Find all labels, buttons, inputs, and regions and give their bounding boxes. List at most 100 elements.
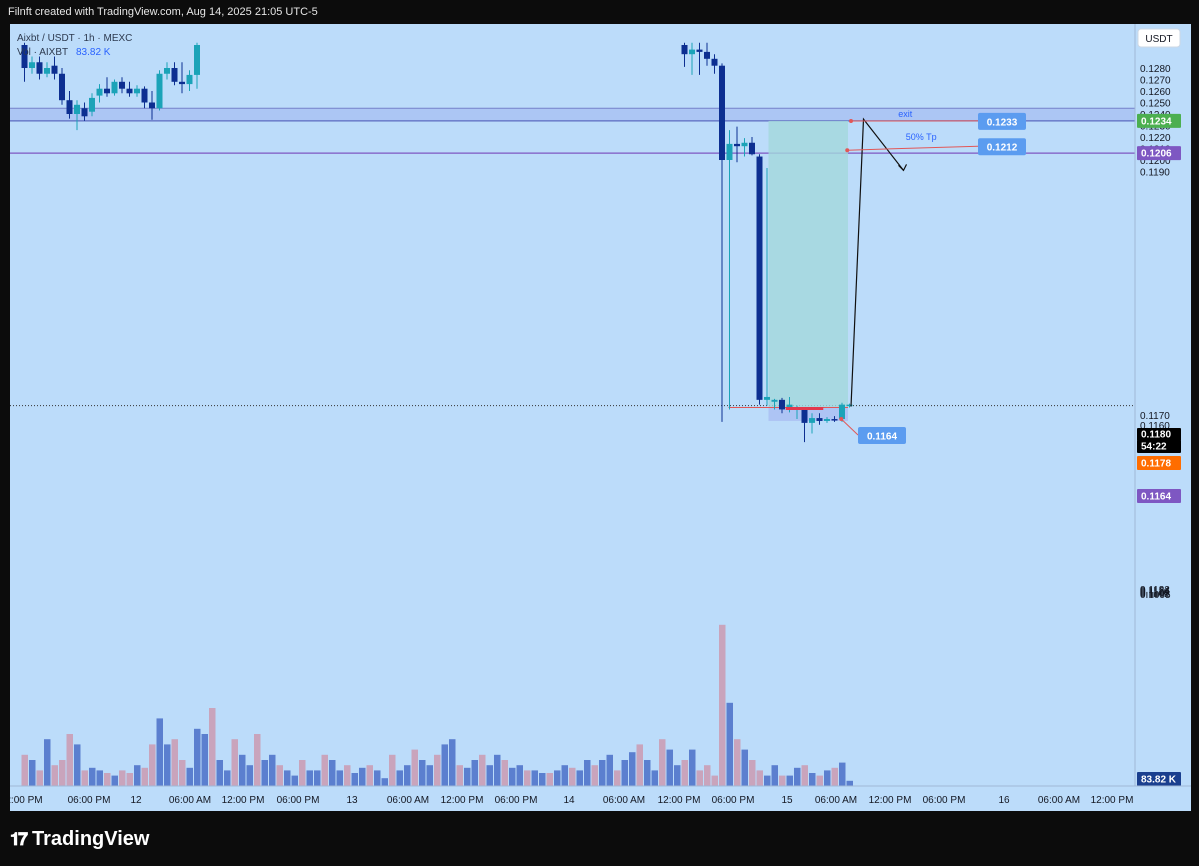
time-tick: 12:00 PM: [658, 795, 701, 806]
candle-body[interactable]: [164, 68, 170, 74]
candle-body[interactable]: [719, 65, 725, 160]
price-badge-4[interactable]: [1137, 456, 1181, 470]
candle-body[interactable]: [134, 88, 140, 94]
candle-body[interactable]: [171, 68, 178, 82]
candle-body[interactable]: [689, 49, 695, 55]
candle-body[interactable]: [149, 102, 155, 109]
take-profit-zone[interactable]: [768, 120, 849, 408]
candle-body[interactable]: [89, 97, 95, 112]
projection-path[interactable]: [850, 117, 904, 407]
volume-bar: [441, 744, 448, 786]
volume-bar: [494, 754, 501, 786]
callout-badge-2[interactable]: [858, 426, 906, 444]
legend-symbol[interactable]: Aixbt / USDT · 1h · MEXC: [17, 33, 132, 44]
candle-body[interactable]: [194, 45, 200, 75]
volume-bar: [59, 760, 66, 786]
candle-body[interactable]: [681, 45, 688, 55]
candle-body[interactable]: [104, 88, 110, 94]
candle-body[interactable]: [96, 88, 103, 96]
candle-body[interactable]: [809, 418, 815, 423]
volume-bar: [516, 765, 523, 786]
candle-body[interactable]: [74, 104, 80, 114]
price-badge-2[interactable]: [1137, 428, 1181, 441]
exit-label[interactable]: exit: [898, 109, 913, 119]
candle-body[interactable]: [824, 419, 830, 421]
callout-badge-0[interactable]: [978, 112, 1026, 130]
candle-body[interactable]: [756, 156, 763, 400]
price-badge-0[interactable]: [1137, 113, 1181, 128]
chart-frame[interactable]: exit 50% Tp 0.1233 0.1212 0.1164 USDT 0.1280 0…: [5, 24, 1191, 811]
time-tick: 16: [998, 795, 1010, 806]
candle-body[interactable]: [141, 88, 148, 103]
candle-body[interactable]: [771, 399, 778, 402]
volume-bar: [329, 760, 336, 786]
volume-bar: [809, 773, 816, 786]
candle-body[interactable]: [846, 404, 853, 407]
volume-bar: [711, 775, 718, 786]
candle-body[interactable]: [29, 62, 35, 68]
price-badge-3[interactable]: [1137, 440, 1181, 453]
candle-body[interactable]: [126, 88, 133, 94]
candle-body[interactable]: [839, 404, 845, 420]
price-axis: USDT0.12800.12700.12600.12500.12400.1230…: [1134, 24, 1191, 811]
volume-bar: [524, 770, 531, 786]
candle-body[interactable]: [734, 143, 740, 147]
candle-body[interactable]: [779, 399, 785, 410]
candle-body[interactable]: [726, 143, 733, 160]
volume-bar: [561, 765, 568, 786]
price-tick: 0.1132: [1140, 585, 1170, 596]
candle-body[interactable]: [21, 45, 28, 68]
candle-body[interactable]: [51, 65, 58, 74]
stop-loss-zone[interactable]: [768, 407, 849, 421]
price-badge-5[interactable]: [1137, 489, 1181, 503]
candle-body[interactable]: [156, 73, 163, 109]
volume-bar: [51, 765, 58, 786]
candle-body[interactable]: [179, 81, 185, 85]
price-tick: 0.1095: [1140, 590, 1171, 601]
candle-body[interactable]: [764, 396, 770, 400]
candle-body[interactable]: [119, 81, 125, 89]
volume-bar: [404, 765, 411, 786]
volume-bar: [231, 739, 238, 786]
candle-body[interactable]: [696, 49, 703, 52]
volume-bar: [434, 754, 441, 786]
volume-bar: [659, 739, 666, 786]
time-tick: 06:00 AM: [169, 795, 211, 806]
half-tp-label[interactable]: 50% Tp: [906, 132, 937, 142]
price-badge-6[interactable]: [1137, 772, 1181, 786]
currency-button[interactable]: [1137, 28, 1181, 48]
candle-body[interactable]: [831, 419, 838, 421]
candle-body[interactable]: [111, 81, 118, 94]
volume-bar: [756, 770, 763, 786]
candle-body[interactable]: [186, 74, 193, 85]
volume-bar: [824, 770, 831, 786]
candle-body[interactable]: [66, 100, 73, 114]
candle-body[interactable]: [81, 108, 88, 117]
volume-bar: [449, 739, 456, 786]
candle-body[interactable]: [59, 73, 65, 101]
candle-body[interactable]: [711, 58, 718, 66]
volume-bar: [839, 762, 846, 786]
volume-bar: [149, 744, 156, 786]
candle-body[interactable]: [816, 418, 823, 421]
time-tick: 06:00 AM: [603, 795, 645, 806]
volume-bar: [726, 702, 733, 786]
candle-body[interactable]: [44, 68, 50, 74]
price-badge-1[interactable]: [1137, 146, 1181, 161]
candle-body[interactable]: [749, 142, 755, 155]
volume-bar: [36, 770, 43, 786]
callout-line-1: [847, 145, 979, 151]
currency-label[interactable]: USDT: [1145, 34, 1172, 45]
candle-body[interactable]: [801, 408, 808, 423]
candle-body[interactable]: [36, 62, 43, 74]
candle-body[interactable]: [741, 142, 748, 147]
callout-badge-1[interactable]: [978, 138, 1026, 156]
price-badge-text-2: 0.1180: [1141, 430, 1171, 441]
volume-bar: [734, 739, 741, 786]
price-badge-text-1: 0.1206: [1141, 149, 1172, 160]
tradingview-logo[interactable]: 𝟏𝟕 TradingView: [10, 828, 149, 851]
candle-body[interactable]: [704, 51, 710, 59]
volume-bar: [674, 765, 681, 786]
volume-bar: [104, 773, 111, 786]
